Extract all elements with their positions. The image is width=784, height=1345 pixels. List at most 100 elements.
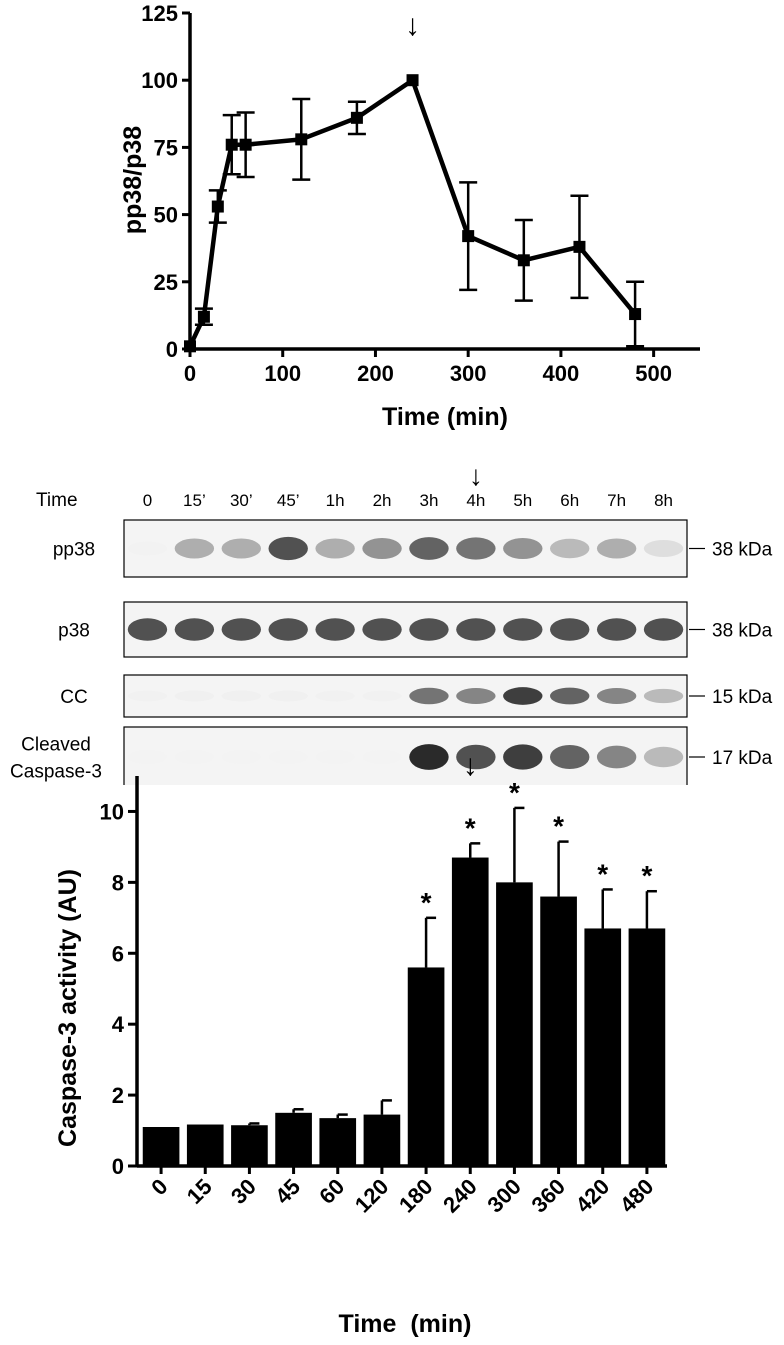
significance-star: * [509,777,520,808]
blot-band [174,618,215,641]
bar [407,967,445,1166]
bar-x-tick-label: 180 [394,1174,438,1218]
bar-x-axis-title: Time (min) [339,1310,472,1338]
x-tick-label: 300 [450,361,487,386]
blot-arrow-marker-icon: ↓ [469,465,483,491]
blot-membrane [123,674,688,718]
kda-label: 17 kDa [712,748,773,769]
western-blot-panel: Time ↓ 0 15’ 30’ 45’ 1h 2h 3h 4h 5h 6h 7h 8h pp38 38… [10,465,773,785]
blot-time-header: Time [36,490,78,511]
bar [540,896,577,1166]
blot-band [456,537,496,560]
blot-band [174,538,215,559]
bar [319,1118,357,1166]
blot-band [456,744,496,770]
y-tick-label: 100 [141,68,178,93]
blot-band [315,618,355,641]
blot-membrane [123,601,688,658]
bar-x-tick-label: 120 [350,1174,394,1218]
bar-x-tick-label: 360 [526,1174,570,1218]
bar-y-tick-label: 0 [112,1154,124,1179]
blot-membrane [123,519,688,578]
x-tick-label: 500 [635,361,672,386]
bar [186,1124,224,1166]
bar [231,1125,268,1166]
bar-x-tick-label: 300 [482,1174,526,1218]
blot-row-label: CC [60,687,87,708]
blot-band [362,618,402,641]
lane-label: 2h [373,491,392,510]
data-point [517,254,530,267]
blot-row-label: Cleaved [21,735,91,756]
bar [451,857,489,1166]
blot-band [503,537,543,560]
x-tick-label: 200 [357,361,394,386]
bar-x-tick-label: 30 [226,1174,261,1209]
significance-star: * [553,811,564,842]
significance-star: * [597,858,608,889]
bar-y-tick-label: 10 [100,799,124,824]
blot-band [503,687,543,705]
blot-row: Cleaved Caspase-3 17 kDa [10,726,773,785]
kda-label: 38 kDa [712,540,773,561]
bar [363,1114,401,1166]
bar-x-tick-label: 240 [438,1174,482,1218]
y-tick-label: 75 [154,135,178,160]
x-tick-label: 100 [264,361,301,386]
series-line [187,77,637,348]
bar-y-axis-title: Caspase-3 activity (AU) [54,869,82,1147]
bar [142,1127,180,1166]
bar [584,928,622,1166]
blot-band [362,749,402,765]
blot-band [409,744,449,770]
blot-band [268,536,308,561]
y-tick-label: 0 [166,337,178,362]
blot-membrane [123,726,688,785]
bar [275,1112,312,1166]
lane-label: 4h [466,491,485,510]
blot-band [127,541,168,556]
bar [628,928,666,1166]
blot-row-label: p38 [58,621,90,642]
blot-band [596,618,637,641]
blot-band [268,618,308,641]
bar-x-tick-label: 420 [571,1174,615,1218]
blot-row-label: pp38 [53,540,95,561]
blot-row: pp38 38 kDa [53,519,773,578]
x-axis-title: Time (min) [382,403,508,431]
blot-band [315,690,355,702]
blot-band [127,618,168,641]
blot-band [174,749,215,765]
data-point [629,308,642,321]
data-point [295,133,308,146]
blot-band [409,618,449,641]
data-point [211,200,224,213]
blot-band [503,744,543,770]
lane-label: 5h [513,491,532,510]
bar-y-tick-label: 4 [112,1012,125,1037]
bar [496,882,533,1166]
blot-band [174,690,215,702]
data-point [225,138,238,151]
data-point [239,138,252,151]
lane-label: 1h [326,491,345,510]
blot-band [596,688,637,704]
bar-x-tick-label: 0 [146,1174,172,1200]
blot-band [127,690,168,702]
blot-row-label: Caspase-3 [10,762,102,783]
blot-band [268,749,308,765]
blot-band [550,745,590,769]
bar-y-tick-label: 8 [112,870,124,895]
y-tick-label: 125 [141,1,178,26]
blot-row: CC 15 kDa [60,674,773,718]
lane-label: 45’ [277,491,300,510]
blot-band [456,618,496,641]
blot-band [643,746,684,768]
x-tick-label: 400 [543,361,580,386]
caspase-bar-chart: 0 2 4 6 8 10 0 15 30 45 60 120 180 240 300 360 420 480 * *… [54,749,667,1338]
bar-x-tick-label: 60 [314,1174,349,1209]
blot-band [221,618,261,641]
blot-band [596,538,637,559]
blot-band [643,688,684,704]
data-point [406,74,419,87]
